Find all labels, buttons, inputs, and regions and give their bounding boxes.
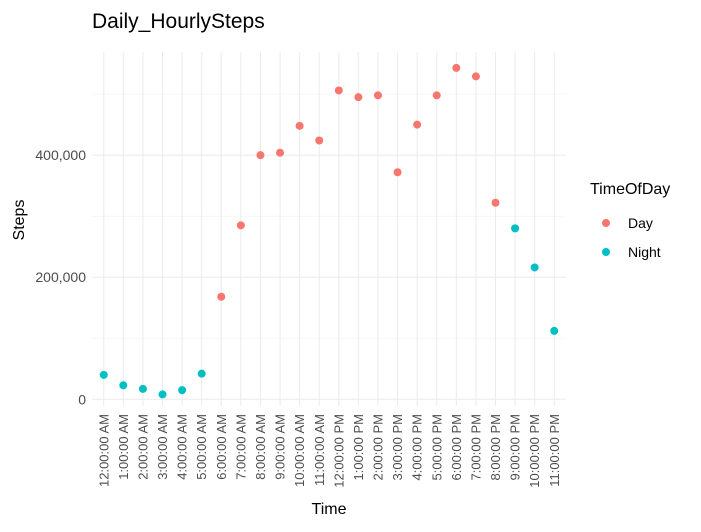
data-point xyxy=(178,386,187,395)
x-tick-label: 8:00:00 PM xyxy=(488,414,503,481)
data-point xyxy=(158,390,167,399)
data-point xyxy=(256,151,265,160)
data-point xyxy=(432,91,441,100)
data-point xyxy=(471,72,480,81)
x-tick-label: 7:00:00 AM xyxy=(233,414,248,480)
x-tick-label: 4:00:00 PM xyxy=(410,414,425,481)
data-point xyxy=(334,86,343,95)
x-tick-label: 4:00:00 AM xyxy=(175,414,190,480)
data-point xyxy=(413,120,422,129)
x-tick-label: 3:00:00 AM xyxy=(155,414,170,480)
x-tick-label: 12:00:00 AM xyxy=(96,414,111,487)
x-tick-label: 11:00:00 AM xyxy=(312,414,327,486)
data-point xyxy=(530,263,539,272)
data-point xyxy=(138,384,147,393)
x-tick-label: 5:00:00 PM xyxy=(429,414,444,481)
x-tick-label: 1:00:00 AM xyxy=(116,414,131,480)
x-tick-label: 1:00:00 PM xyxy=(351,414,366,481)
x-axis-title: Time xyxy=(312,501,347,518)
x-tick-label: 9:00:00 PM xyxy=(508,414,523,481)
data-point xyxy=(236,221,245,230)
data-point xyxy=(99,370,108,379)
legend-night-label: Night xyxy=(628,244,661,260)
data-points xyxy=(99,63,559,399)
x-tick-label: 7:00:00 PM xyxy=(468,414,483,481)
x-axis-ticks: 12:00:00 AM 1:00:00 AM 2:00:00 AM 3:00:00 A… xyxy=(96,414,561,488)
legend-title: TimeOfDay xyxy=(590,181,670,198)
data-point xyxy=(295,121,304,130)
data-point xyxy=(393,168,402,177)
legend: TimeOfDay Day Night xyxy=(590,181,670,260)
data-point xyxy=(550,326,559,335)
x-tick-label: 10:00:00 AM xyxy=(292,414,307,487)
y-tick-label: 200,000 xyxy=(35,269,86,285)
data-point xyxy=(119,381,128,390)
legend-day-swatch xyxy=(602,219,610,227)
data-point xyxy=(491,198,500,207)
x-tick-label: 2:00:00 PM xyxy=(371,414,386,481)
x-tick-label: 2:00:00 AM xyxy=(135,414,150,480)
x-tick-label: 3:00:00 PM xyxy=(390,414,405,481)
data-point xyxy=(197,369,206,378)
legend-night-swatch xyxy=(602,248,610,256)
data-point xyxy=(354,93,363,102)
chart-title: Daily_HourlySteps xyxy=(92,10,265,33)
data-point xyxy=(276,148,285,157)
x-tick-label: 12:00:00 PM xyxy=(331,414,346,488)
x-tick-label: 6:00:00 PM xyxy=(449,414,464,481)
data-point xyxy=(315,136,324,145)
y-axis-title: Steps xyxy=(11,200,28,241)
y-tick-label: 400,000 xyxy=(35,147,86,163)
x-tick-label: 5:00:00 AM xyxy=(194,414,209,480)
legend-day-label: Day xyxy=(628,215,653,231)
x-tick-label: 9:00:00 AM xyxy=(273,414,288,480)
data-point xyxy=(373,91,382,100)
data-point xyxy=(452,63,461,72)
y-tick-label: 0 xyxy=(78,391,86,407)
data-point xyxy=(217,292,226,301)
x-tick-label: 8:00:00 AM xyxy=(253,414,268,480)
data-point xyxy=(511,224,520,233)
x-tick-label: 6:00:00 AM xyxy=(214,414,229,480)
x-tick-label: 10:00:00 PM xyxy=(527,414,542,488)
y-axis-ticks: 0 200,000 400,000 xyxy=(35,147,86,407)
x-tick-label: 11:00:00 PM xyxy=(547,414,562,487)
grid-layer xyxy=(92,52,566,406)
